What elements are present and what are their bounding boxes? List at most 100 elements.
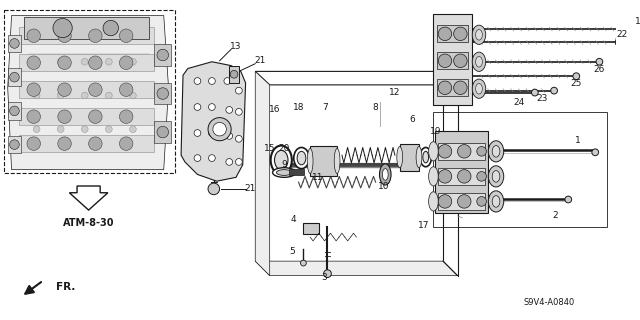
Ellipse shape (472, 79, 486, 98)
Circle shape (103, 20, 118, 36)
Bar (310, 146, 337, 176)
Circle shape (565, 196, 572, 203)
Bar (8, 35, 21, 52)
Circle shape (88, 137, 102, 150)
Text: 26: 26 (594, 65, 605, 74)
Bar (438, 193, 485, 210)
Ellipse shape (294, 148, 309, 169)
Ellipse shape (380, 164, 391, 185)
Circle shape (634, 26, 640, 32)
Ellipse shape (334, 148, 340, 173)
Circle shape (454, 27, 467, 41)
Ellipse shape (416, 147, 422, 168)
Circle shape (27, 56, 40, 69)
Bar (438, 143, 485, 160)
Circle shape (106, 58, 112, 65)
Ellipse shape (273, 168, 296, 177)
Circle shape (81, 58, 88, 65)
Circle shape (209, 78, 215, 84)
Circle shape (458, 195, 471, 208)
Text: 21: 21 (244, 184, 256, 193)
Bar (19, 27, 154, 44)
Circle shape (230, 70, 238, 78)
Bar (438, 168, 485, 185)
Ellipse shape (488, 166, 504, 187)
Circle shape (208, 183, 220, 195)
Bar (154, 122, 172, 143)
Bar (8, 68, 21, 86)
Polygon shape (255, 71, 458, 85)
Circle shape (209, 130, 215, 136)
Circle shape (573, 73, 580, 80)
Ellipse shape (276, 170, 292, 175)
Text: ATM-8-30: ATM-8-30 (63, 218, 115, 228)
Ellipse shape (488, 191, 504, 212)
Circle shape (226, 158, 232, 165)
Circle shape (10, 106, 19, 116)
Text: 6: 6 (410, 115, 415, 124)
Text: 3: 3 (322, 273, 328, 282)
Bar (154, 44, 172, 66)
Bar (433, 13, 472, 105)
Circle shape (106, 92, 112, 99)
Circle shape (236, 158, 242, 165)
Text: 24: 24 (514, 98, 525, 107)
Circle shape (236, 108, 242, 115)
Bar (433, 112, 607, 228)
Circle shape (58, 83, 71, 96)
Circle shape (81, 126, 88, 132)
Bar (303, 223, 319, 234)
Circle shape (27, 29, 40, 43)
Ellipse shape (492, 171, 500, 182)
Ellipse shape (307, 148, 313, 173)
Circle shape (58, 137, 71, 150)
Circle shape (58, 29, 71, 43)
Circle shape (33, 126, 40, 132)
Circle shape (596, 58, 603, 65)
Circle shape (10, 140, 19, 149)
Bar (435, 131, 488, 213)
Circle shape (531, 89, 538, 96)
Bar (19, 108, 154, 125)
Circle shape (615, 39, 622, 46)
Circle shape (208, 118, 231, 141)
Bar (437, 52, 468, 69)
Text: 21: 21 (254, 56, 266, 65)
Circle shape (129, 92, 136, 99)
Polygon shape (69, 186, 108, 210)
Text: 18: 18 (293, 102, 305, 112)
Ellipse shape (271, 146, 292, 174)
Text: 14: 14 (635, 17, 640, 26)
Circle shape (477, 196, 486, 206)
Ellipse shape (476, 29, 483, 40)
Circle shape (209, 104, 215, 110)
Circle shape (324, 270, 332, 277)
Bar (400, 144, 419, 171)
Text: 2: 2 (552, 212, 557, 220)
Bar (229, 66, 239, 83)
Circle shape (27, 137, 40, 150)
Ellipse shape (297, 151, 306, 165)
Circle shape (301, 260, 307, 266)
Ellipse shape (472, 25, 486, 44)
Circle shape (477, 172, 486, 181)
Circle shape (438, 170, 452, 183)
Text: 1: 1 (575, 136, 580, 145)
Bar (437, 25, 468, 43)
Bar (24, 18, 149, 39)
Ellipse shape (420, 148, 431, 167)
Text: 11: 11 (312, 173, 324, 182)
Circle shape (209, 155, 215, 162)
Ellipse shape (423, 151, 429, 163)
Circle shape (129, 58, 136, 65)
Circle shape (120, 56, 133, 69)
Circle shape (551, 87, 557, 94)
Circle shape (88, 83, 102, 96)
Circle shape (454, 54, 467, 68)
Circle shape (438, 54, 452, 68)
Bar (19, 135, 154, 152)
Bar (437, 79, 468, 96)
Circle shape (194, 78, 201, 84)
Text: 16: 16 (269, 105, 280, 115)
Polygon shape (8, 16, 168, 170)
